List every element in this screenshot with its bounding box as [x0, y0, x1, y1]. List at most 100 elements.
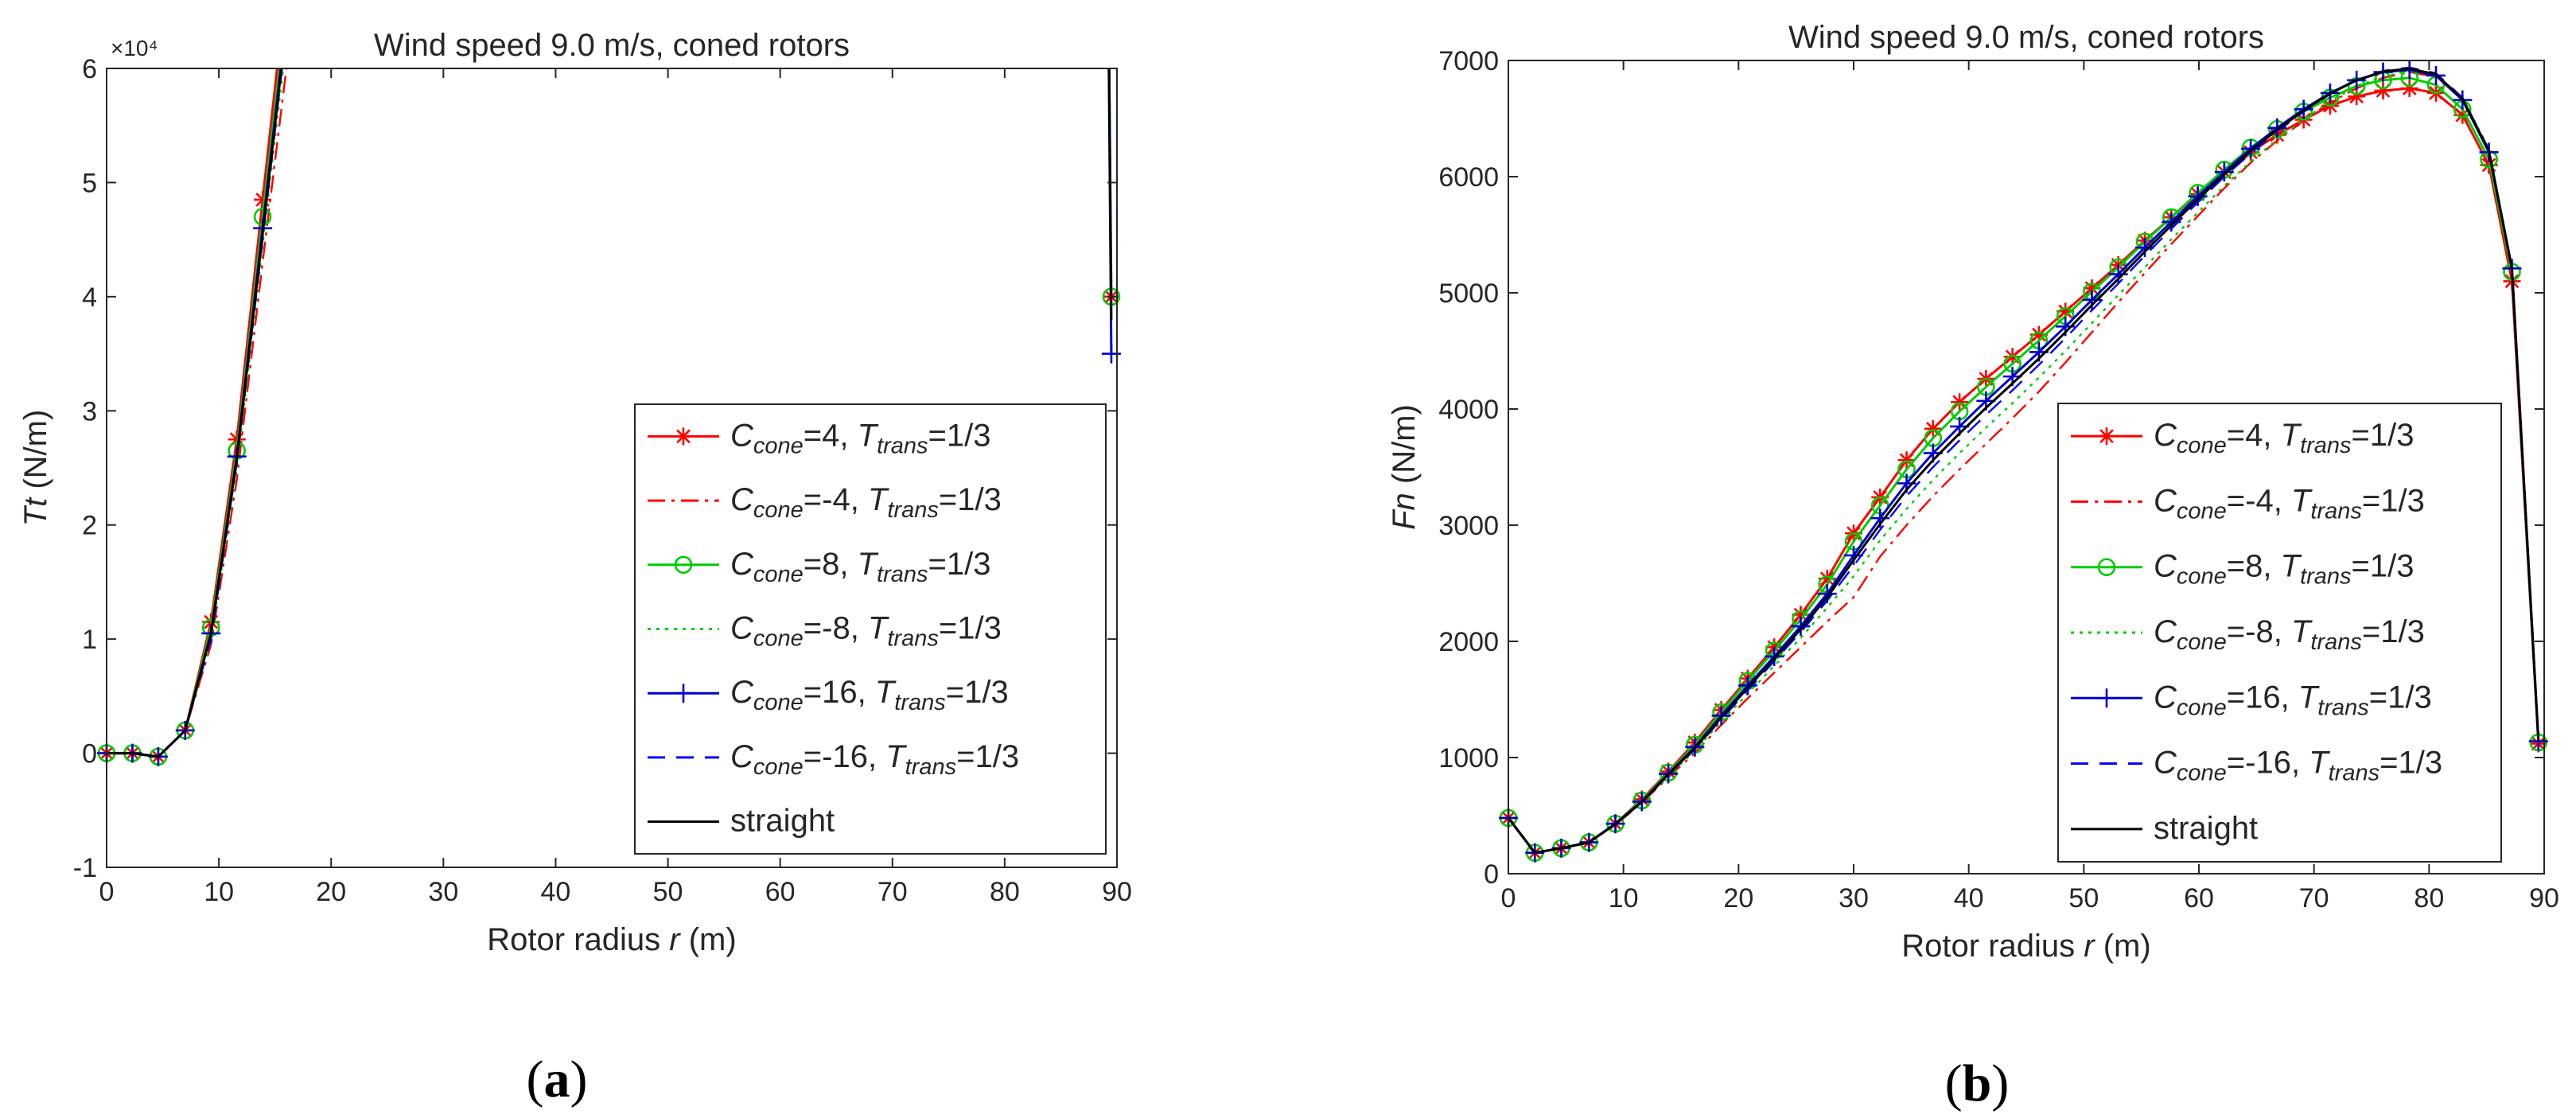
y-tick-label: 0 — [82, 739, 97, 769]
series-group — [1499, 60, 2548, 863]
y-axis-label: Tt (N/m) — [18, 410, 53, 527]
legend-marker-2 — [2097, 558, 2116, 577]
x-tick-label: 50 — [653, 877, 683, 907]
x-tick-label: 20 — [316, 877, 346, 907]
series-line-1 — [107, 68, 1113, 758]
x-tick-label: 10 — [1609, 883, 1639, 913]
data-point-marker — [2029, 325, 2048, 344]
legend-label-4: Ccone=16, Ttrans=1/3 — [2154, 680, 2432, 720]
panel-label-a: (a) — [527, 1050, 588, 1108]
y-tick-label: 6 — [82, 54, 97, 84]
legend-box — [2057, 403, 2502, 863]
y-tick-label: 7000 — [1438, 46, 1499, 76]
series-line-6 — [1507, 67, 2540, 855]
legend-box — [634, 403, 1107, 855]
series-line-6 — [107, 68, 1113, 758]
data-point-marker — [2348, 88, 2366, 106]
legend-marker-0 — [675, 427, 692, 446]
y-tick-label: 5 — [82, 168, 97, 198]
x-tick-label: 70 — [877, 877, 908, 907]
legend-label-6: straight — [730, 804, 835, 839]
series-line-2 — [1507, 76, 2540, 855]
x-axis-label: Rotor radius r (m) — [487, 922, 736, 957]
legend-marker-4 — [2097, 688, 2116, 708]
legend-label-1: Ccone=-4, Ttrans=1/3 — [730, 482, 1002, 523]
y-tick-label: 4 — [82, 282, 97, 313]
y-tick-label: -1 — [73, 853, 97, 883]
x-tick-label: 40 — [541, 877, 571, 907]
chart-title: Wind speed 9.0 m/s, coned rotors — [1788, 20, 2264, 55]
legend-label-5: Ccone=-16, Ttrans=1/3 — [2154, 746, 2442, 786]
data-point-marker — [2057, 302, 2075, 321]
data-point-marker — [1792, 606, 1810, 624]
x-tick-label: 90 — [1102, 877, 1132, 907]
data-point-marker — [279, 0, 298, 10]
data-point-marker — [2083, 279, 2101, 298]
y-tick-label: 5000 — [1438, 279, 1499, 309]
series-line-3 — [1508, 69, 2539, 854]
chart-title: Wind speed 9.0 m/s, coned rotors — [374, 28, 850, 63]
legend-label-2: Ccone=8, Ttrans=1/3 — [2154, 549, 2415, 590]
legend: Ccone=4, Ttrans=1/3 Ccone=-4, Ttrans=1/3 C… — [2057, 403, 2502, 863]
data-point-marker — [1897, 451, 1916, 469]
series-line-2 — [107, 68, 1113, 758]
x-tick-label: 20 — [1723, 883, 1753, 913]
series-group — [97, 0, 1121, 766]
data-point-marker — [2135, 238, 2155, 258]
legend-label-4: Ccone=16, Ttrans=1/3 — [730, 675, 1009, 715]
x-tick-label: 10 — [204, 877, 234, 907]
y-tick-label: 3 — [82, 396, 97, 427]
x-tick-label: 50 — [2068, 883, 2099, 913]
x-tick-label: 30 — [1839, 883, 1869, 913]
chart-panel-b: Wind speed 9.0 m/s, coned rotors 0 10 20 30 4… — [1387, 20, 2559, 964]
y-tick-label: 2 — [82, 511, 97, 541]
y-axis-label: Fn (N/m) — [1387, 404, 1422, 530]
data-point-marker — [2108, 264, 2128, 284]
legend-label-6: straight — [2154, 811, 2258, 846]
series-line-0 — [107, 68, 1113, 758]
legend-label-0: Ccone=4, Ttrans=1/3 — [2154, 418, 2415, 458]
panel-label-b: (b) — [1945, 1054, 2010, 1112]
legend-marker-4 — [674, 684, 693, 703]
data-point-marker — [1818, 570, 1836, 588]
data-point-marker — [2267, 118, 2287, 138]
legend-label-2: Ccone=8, Ttrans=1/3 — [730, 547, 991, 587]
y-tick-label: 3000 — [1438, 511, 1499, 541]
y-multiplier-label: ×10⁴ — [111, 36, 158, 60]
legend-label-3: Ccone=-8, Ttrans=1/3 — [730, 611, 1002, 652]
data-point-marker — [1765, 646, 1784, 666]
legend-label-3: Ccone=-8, Ttrans=1/3 — [2154, 614, 2425, 655]
x-tick-label: 30 — [428, 877, 458, 907]
data-point-marker — [1791, 617, 1811, 637]
x-tick-label: 0 — [1501, 883, 1516, 913]
y-tick-label: 2000 — [1438, 627, 1499, 657]
legend-marker-2 — [674, 555, 693, 575]
data-point-marker — [2400, 80, 2418, 98]
legend: Ccone=4, Ttrans=1/3 Ccone=-4, Ttrans=1/3 C… — [634, 403, 1107, 855]
x-tick-label: 80 — [2414, 883, 2444, 913]
y-tick-label: 1000 — [1438, 743, 1499, 773]
x-tick-label: 0 — [99, 877, 115, 907]
x-axis-label: Rotor radius r (m) — [1901, 929, 2150, 964]
legend-marker-0 — [2098, 427, 2115, 446]
y-tick-label: 4000 — [1438, 395, 1499, 425]
x-tick-label: 90 — [2529, 883, 2559, 913]
data-point-marker — [254, 190, 272, 208]
axes-box — [106, 68, 1118, 868]
legend-label-5: Ccone=-16, Ttrans=1/3 — [730, 739, 1019, 780]
x-tick-label: 40 — [1954, 883, 1984, 913]
series-line-0 — [1507, 87, 2540, 855]
y-tick-label: 1 — [82, 625, 97, 655]
series-line-3 — [107, 68, 1113, 758]
y-tick-label: 0 — [1484, 859, 1499, 890]
x-tick-label: 60 — [2184, 883, 2214, 913]
data-point-marker — [1951, 393, 1969, 411]
data-point-marker — [2214, 162, 2234, 182]
data-point-marker — [1924, 419, 1942, 438]
data-point-marker — [228, 430, 246, 449]
x-tick-label: 60 — [765, 877, 796, 907]
data-point-marker — [2374, 81, 2392, 99]
x-tick-label: 80 — [990, 877, 1020, 907]
